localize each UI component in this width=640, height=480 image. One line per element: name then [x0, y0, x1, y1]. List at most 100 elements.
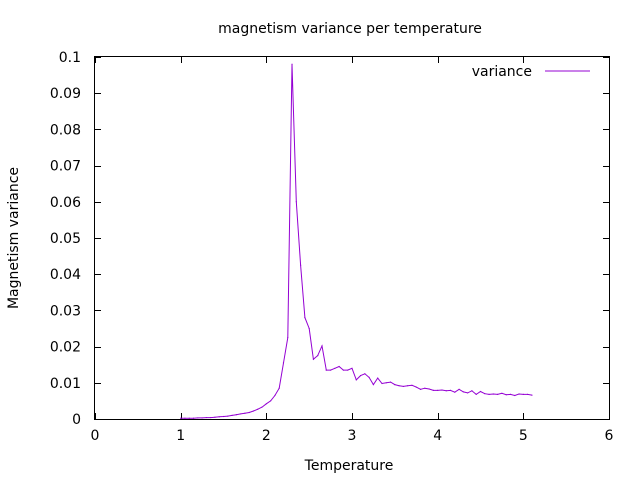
data-point	[205, 416, 207, 419]
data-point	[270, 400, 272, 402]
data-point	[329, 369, 332, 371]
data-point	[398, 385, 400, 387]
data-point	[201, 417, 203, 419]
data-point	[321, 345, 323, 347]
data-point	[180, 417, 182, 419]
data-point	[342, 369, 345, 371]
data-point	[471, 390, 473, 392]
data-point	[188, 417, 190, 419]
data-point	[274, 394, 276, 397]
y-tick-label: 0.09	[50, 86, 81, 102]
data-point	[501, 392, 503, 394]
x-tick-label: 2	[262, 428, 271, 444]
data-point	[210, 416, 212, 419]
x-axis-label: Temperature	[304, 458, 394, 474]
data-point	[492, 393, 494, 395]
data-point	[454, 391, 456, 393]
data-point	[368, 376, 370, 378]
data-point	[252, 410, 255, 412]
data-point	[300, 264, 302, 266]
data-point	[415, 386, 417, 388]
data-point	[522, 393, 524, 395]
x-tick-label: 4	[433, 428, 442, 444]
data-point	[257, 408, 259, 410]
data-point	[445, 390, 447, 392]
data-point	[497, 393, 499, 395]
data-point	[351, 367, 353, 369]
data-point	[458, 388, 460, 390]
data-point	[240, 413, 242, 415]
data-point	[527, 393, 529, 395]
data-point	[364, 373, 366, 375]
data-point	[389, 381, 392, 383]
data-point	[312, 358, 315, 360]
data-point	[407, 385, 409, 387]
data-point	[484, 393, 486, 395]
data-point	[317, 355, 319, 357]
data-point	[509, 393, 512, 395]
data-point	[385, 382, 387, 384]
data-point	[372, 384, 375, 386]
data-point	[411, 384, 413, 386]
data-point	[308, 327, 310, 330]
y-tick-label: 0.05	[50, 231, 81, 247]
data-point	[419, 388, 422, 390]
data-point	[359, 374, 362, 377]
y-tick-label: 0	[72, 412, 81, 428]
data-point	[514, 394, 516, 397]
data-point	[192, 417, 195, 419]
data-point	[467, 392, 469, 394]
x-tick-label: 0	[91, 428, 100, 444]
data-point	[462, 391, 464, 393]
x-tick-label: 5	[519, 428, 528, 444]
y-tick-label: 0.01	[50, 376, 81, 392]
data-point	[518, 393, 520, 395]
axis-ticks: 0 1 2 3 4 5 6 0 0.01 0.02 0.03 0.04 0.05 0.06 0.07 0.08…	[50, 50, 614, 444]
chart-title: magnetism variance per temperature	[218, 21, 482, 37]
data-point	[479, 390, 482, 393]
y-tick-label: 0.04	[50, 267, 81, 283]
data-point	[424, 387, 426, 389]
y-tick-label: 0.1	[59, 50, 81, 66]
data-point	[184, 417, 186, 419]
data-point	[325, 369, 327, 371]
y-tick-label: 0.07	[50, 159, 81, 175]
data-point	[428, 388, 430, 390]
y-tick-label: 0.02	[50, 340, 81, 356]
data-point	[347, 369, 349, 371]
data-point	[244, 412, 246, 414]
legend: variance	[472, 64, 590, 80]
y-tick-label: 0.08	[50, 122, 81, 138]
data-point	[287, 336, 289, 339]
series-line-variance	[180, 64, 532, 419]
data-point	[475, 393, 477, 395]
data-point	[338, 365, 340, 368]
data-point	[381, 382, 383, 385]
data-point	[227, 415, 229, 417]
data-point	[449, 389, 452, 392]
data-point	[334, 367, 336, 369]
data-point	[278, 387, 280, 389]
data-point	[505, 394, 507, 396]
data-point	[282, 362, 285, 364]
series-layer	[180, 63, 533, 419]
data-point	[437, 389, 439, 392]
data-point	[197, 417, 199, 419]
data-point	[377, 377, 379, 379]
data-point	[488, 393, 490, 395]
data-point	[231, 414, 233, 416]
y-tick-label: 0.06	[50, 195, 81, 211]
data-point	[355, 379, 357, 381]
x-tick-label: 6	[605, 428, 614, 444]
y-tick-label: 0.03	[50, 303, 81, 319]
data-point	[432, 389, 434, 392]
data-point	[441, 389, 443, 391]
data-point	[304, 317, 306, 319]
x-tick-label: 1	[176, 428, 185, 444]
data-point	[402, 385, 404, 388]
data-point	[531, 394, 533, 396]
data-point	[394, 384, 396, 386]
data-point	[218, 416, 220, 418]
legend-label-variance: variance	[472, 64, 532, 80]
